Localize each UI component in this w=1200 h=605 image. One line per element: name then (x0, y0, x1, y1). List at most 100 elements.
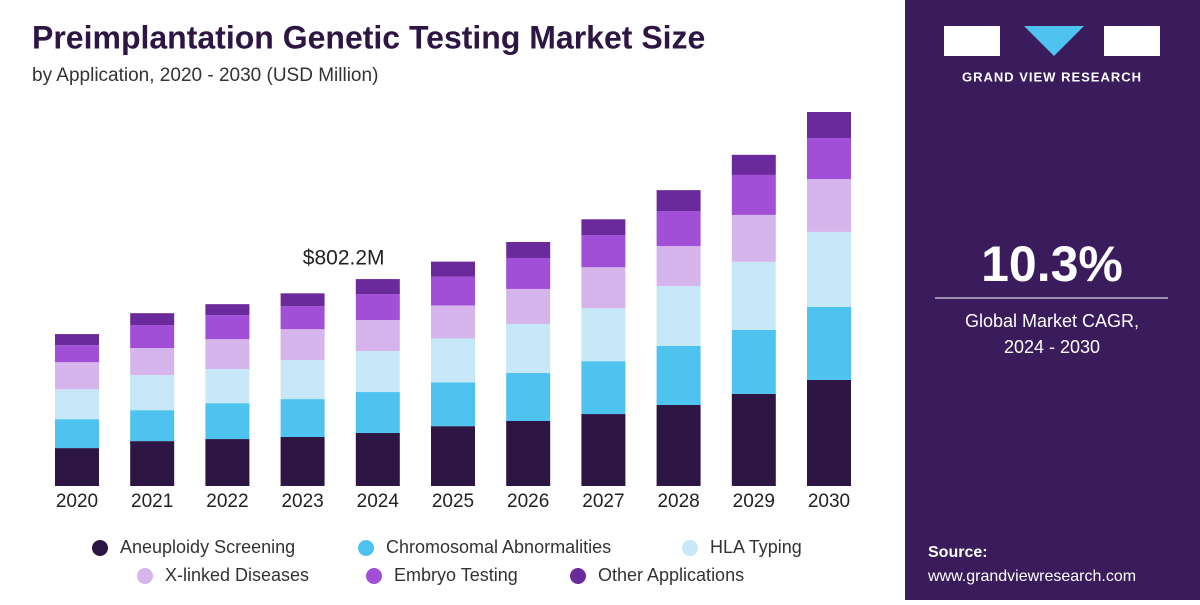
annotation: $802.2M (303, 247, 385, 270)
bar-segment (731, 154, 776, 175)
bar-segment (130, 410, 175, 442)
bar-segment (656, 286, 701, 346)
bar-segment (506, 288, 551, 325)
bar-segment (807, 231, 851, 307)
bar-segment (55, 362, 99, 390)
legend-marker (137, 568, 153, 584)
bar-segment (55, 334, 99, 346)
bar-segment (55, 389, 99, 420)
bar-segment (130, 325, 175, 349)
legend-label: Embryo Testing (394, 565, 518, 585)
bar-segment (280, 399, 325, 437)
bar-segment (355, 351, 400, 393)
source-label: Source: (928, 544, 988, 561)
bar-segment (581, 414, 626, 486)
x-tick-label: 2028 (657, 491, 699, 512)
bar-segment (205, 339, 250, 370)
bar-segment (731, 214, 776, 262)
bar-segment (581, 267, 626, 309)
bar-segment (355, 433, 400, 486)
x-tick-label: 2020 (56, 491, 98, 512)
x-tick-label: 2030 (808, 491, 850, 512)
brand-name: GRAND VIEW RESEARCH (962, 69, 1142, 84)
bar-segment (807, 112, 851, 139)
bar-segment (431, 276, 475, 306)
bar-segment (280, 360, 325, 400)
legend-label: Chromosomal Abnormalities (386, 537, 611, 557)
bar-segment (355, 279, 400, 295)
legend-label: HLA Typing (710, 537, 802, 557)
bar-segment (506, 241, 551, 258)
bar-segment (731, 261, 776, 330)
bar-segment (355, 392, 400, 434)
side-panel (905, 0, 1200, 600)
cagr-value: 10.3% (981, 236, 1123, 292)
x-tick-label: 2029 (733, 491, 775, 512)
bar-segment (731, 174, 776, 215)
legend-marker (366, 568, 382, 584)
bar-segment (506, 257, 551, 289)
cagr-label: Global Market CAGR, (965, 311, 1139, 331)
logo-triangle (1024, 26, 1084, 56)
bar-segment (205, 369, 250, 404)
bar-segment (130, 348, 175, 376)
bar-segment (807, 306, 851, 380)
bar-segment (55, 419, 99, 449)
bar-segment (55, 345, 99, 363)
bar-segment (506, 324, 551, 374)
bar-segment (431, 426, 475, 486)
logo-block (944, 26, 1000, 56)
legend-label: Other Applications (598, 565, 744, 585)
x-tick-label: 2023 (281, 491, 323, 512)
bar-segment (807, 379, 851, 486)
bar-segment (431, 338, 475, 383)
bar-segment (205, 315, 250, 340)
bar-segment (581, 361, 626, 415)
legend-marker (570, 568, 586, 584)
legend-marker (358, 540, 374, 556)
bar-segment (431, 382, 475, 427)
bar-segment (280, 436, 325, 486)
bar-segment (355, 320, 400, 352)
bar-segment (656, 211, 701, 247)
legend-label: Aneuploidy Screening (120, 537, 295, 557)
bar-segment (807, 179, 851, 232)
bar-segment (581, 235, 626, 268)
bar-segment (130, 313, 175, 326)
bar-segment (130, 441, 175, 486)
bar-segment (55, 448, 99, 486)
x-tick-label: 2025 (432, 491, 474, 512)
x-tick-label: 2026 (507, 491, 549, 512)
chart-title: Preimplantation Genetic Testing Market S… (32, 19, 705, 55)
bar-segment (280, 306, 325, 330)
x-tick-label: 2021 (131, 491, 173, 512)
bar-segment (355, 294, 400, 321)
logo-block (1104, 26, 1160, 56)
cagr-label: 2024 - 2030 (1004, 337, 1100, 357)
bar-segment (205, 439, 250, 486)
bar-segment (731, 393, 776, 486)
bar-segment (280, 293, 325, 307)
bar-segment (431, 261, 475, 277)
legend-marker (92, 540, 108, 556)
source-url: www.grandviewresearch.com (927, 568, 1136, 585)
bar-segment (130, 375, 175, 411)
bar-segment (656, 405, 701, 486)
bar-segment (581, 308, 626, 362)
bar-segment (280, 329, 325, 361)
bar-segment (731, 329, 776, 394)
bar-segment (656, 190, 701, 212)
bar-segment (205, 403, 250, 440)
legend-marker (682, 540, 698, 556)
bar-segment (656, 345, 701, 406)
x-tick-label: 2022 (206, 491, 248, 512)
logo (944, 26, 1160, 56)
bar-segment (506, 421, 551, 486)
bar-segment (205, 304, 250, 316)
bar-segment (506, 373, 551, 422)
bar-segment (581, 219, 626, 236)
chart-subtitle: by Application, 2020 - 2030 (USD Million… (32, 65, 378, 86)
x-tick-label: 2027 (582, 491, 624, 512)
